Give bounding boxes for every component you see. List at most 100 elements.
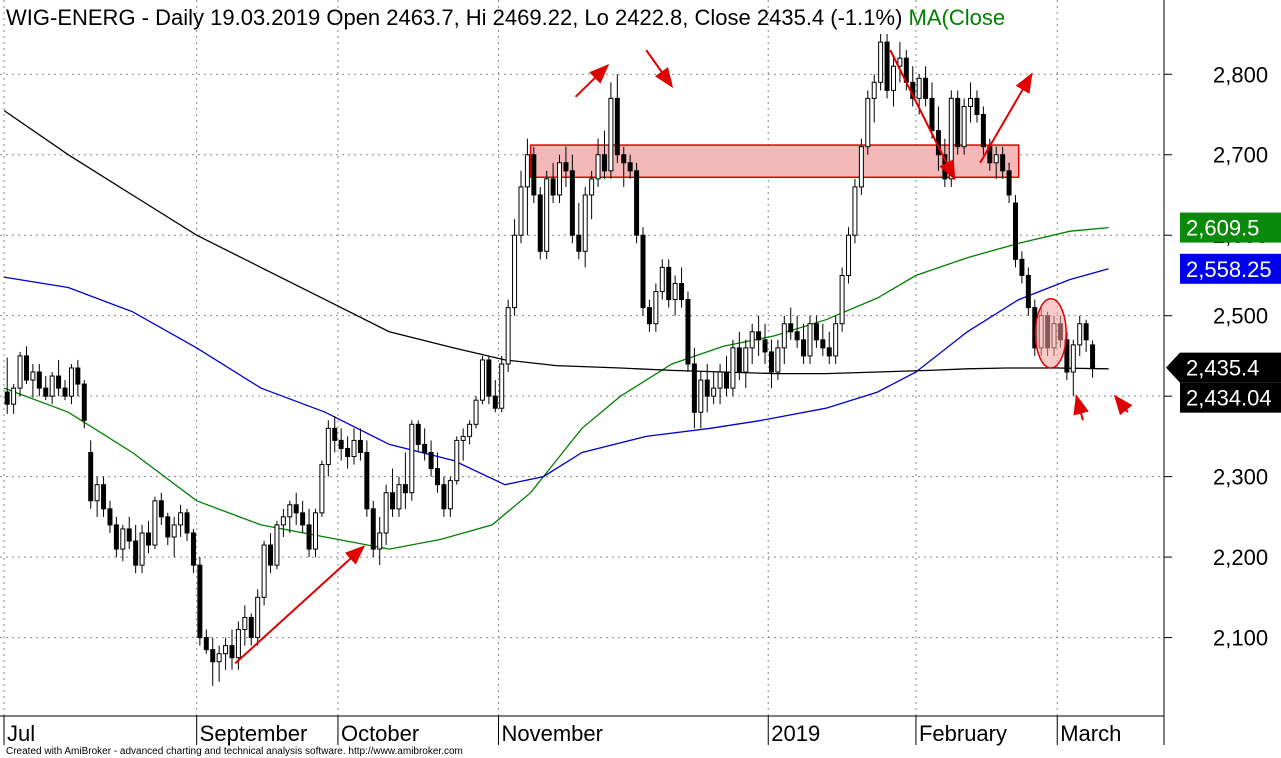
candle-body: [916, 77, 922, 99]
candle-body: [968, 97, 974, 107]
last-price-badge: [1166, 352, 1281, 383]
moving-averages-layer: [3, 109, 1109, 550]
candle-body: [396, 484, 402, 510]
candle-body: [319, 464, 325, 514]
candle-body: [210, 649, 216, 663]
candle-body: [101, 484, 107, 510]
candle-body: [569, 170, 575, 236]
x-tick-label: October: [341, 721, 419, 746]
candle-body: [62, 387, 68, 397]
candle-body: [550, 178, 556, 196]
candle-body: [486, 359, 492, 397]
candle-body: [261, 544, 267, 598]
ma-value-badge: [1180, 382, 1281, 413]
candle-body: [300, 512, 306, 526]
candle-body: [268, 544, 274, 566]
grid-layer: [0, 0, 1164, 716]
candle-body: [370, 508, 376, 550]
badge-label: 2,558.25: [1186, 257, 1272, 282]
candle-body: [223, 645, 229, 655]
candle-body: [345, 447, 351, 458]
candle-body: [1070, 344, 1076, 373]
y-tick-label: 2,300: [1213, 465, 1268, 490]
x-tick-label: 2019: [771, 721, 820, 746]
candle-body: [11, 387, 17, 405]
candle-body: [197, 564, 203, 639]
candle-body: [390, 492, 396, 510]
candle-body: [364, 451, 370, 510]
candle-body: [190, 532, 196, 566]
candle-body: [428, 451, 434, 470]
candle-body: [306, 524, 312, 550]
candle-body: [88, 451, 94, 502]
x-tick-label: February: [919, 721, 1007, 746]
candle-body: [890, 65, 896, 91]
candle-body: [640, 234, 646, 309]
candle-body: [749, 331, 755, 349]
annotation-arrow: [234, 545, 366, 665]
candle-body: [537, 194, 543, 252]
candle-body: [576, 234, 582, 252]
candle-body: [1064, 339, 1070, 373]
y-tick-label: 2,500: [1213, 304, 1268, 329]
candle-body: [595, 154, 601, 180]
candle-body: [653, 291, 659, 325]
annotation-arrow: [574, 64, 610, 98]
candle-body: [685, 299, 691, 365]
candle-body: [813, 323, 819, 341]
header-info: - Daily 19.03.2019 Open 2463.7, Hi 2469.…: [136, 5, 909, 30]
annotation-arrow: [979, 72, 1033, 164]
candle-body: [614, 97, 620, 156]
candle-body: [357, 439, 363, 453]
candle-body: [171, 524, 177, 538]
candle-body: [43, 387, 49, 397]
candle-body: [698, 379, 704, 413]
header-symbol: WIG-ENERG: [6, 5, 136, 30]
candle-body: [505, 307, 511, 365]
candle-body: [351, 439, 357, 458]
candle-body: [203, 637, 209, 651]
candle-body: [544, 178, 550, 252]
annotations-layer: [234, 49, 1133, 665]
y-tick-label: 2,100: [1213, 626, 1268, 651]
candle-body: [608, 97, 614, 172]
candle-body: [756, 331, 762, 341]
candle-body: [839, 274, 845, 325]
candle-body: [884, 41, 890, 91]
candle-body: [948, 97, 954, 180]
candle-body: [454, 439, 460, 482]
candle-body: [216, 653, 222, 663]
candle-body: [1006, 170, 1012, 196]
candle-body: [113, 524, 119, 550]
candle-body: [56, 375, 62, 389]
candle-body: [435, 468, 440, 486]
badge-label: 2,609.5: [1186, 216, 1259, 241]
candles-layer: [4, 34, 1096, 686]
highlight-ellipse: [1034, 298, 1067, 369]
candle-body: [801, 339, 807, 357]
candle-body: [531, 154, 537, 196]
candle-body: [807, 323, 813, 357]
candle-body: [473, 399, 479, 425]
candle-body: [242, 616, 248, 631]
candle-body: [229, 645, 235, 659]
candle-body: [717, 371, 723, 389]
annotation-arrow: [1113, 394, 1133, 416]
candle-body: [923, 77, 929, 99]
moving-average-line: [3, 268, 1109, 486]
candle-body: [589, 178, 595, 196]
header-ma-label: MA(Close: [909, 5, 1006, 30]
chart-header: WIG-ENERG - Daily 19.03.2019 Open 2463.7…: [6, 5, 1005, 30]
candle-body: [460, 435, 466, 441]
candle-body: [441, 484, 447, 510]
candle-body: [691, 363, 697, 413]
candle-body: [1025, 274, 1031, 309]
candle-body: [601, 154, 607, 172]
candle-body: [30, 371, 36, 381]
candle-body: [820, 339, 826, 349]
candle-body: [293, 504, 299, 514]
annotation-arrow: [1073, 394, 1089, 421]
candle-body: [788, 323, 794, 333]
candle-body: [730, 347, 736, 389]
candle-body: [621, 154, 627, 164]
